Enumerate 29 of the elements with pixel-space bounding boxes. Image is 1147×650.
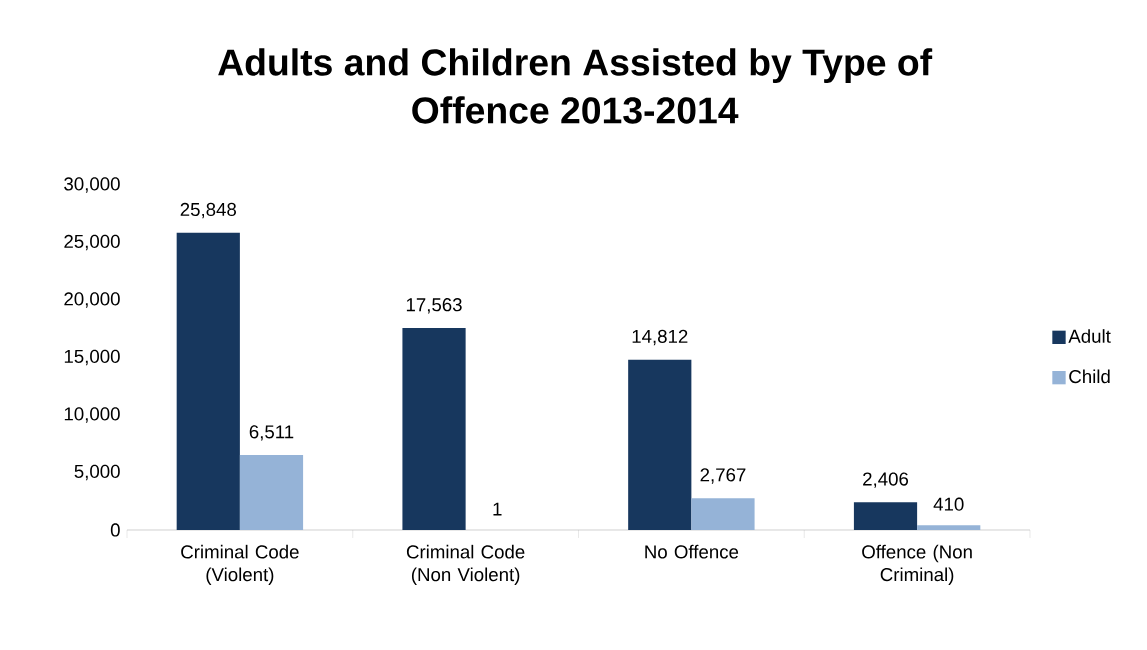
bar <box>917 525 981 530</box>
y-tick-label: 10,000 <box>64 407 120 423</box>
y-tick-label: 0 <box>110 523 120 537</box>
legend-label: Child <box>1069 369 1110 384</box>
x-tick-label: Criminal Code (Non Violent) <box>406 544 525 585</box>
data-label: 2,406 <box>863 472 909 488</box>
bar <box>176 232 240 530</box>
x-tick-label: No Offence <box>645 544 739 559</box>
x-tick-label: Offence (Non Criminal) <box>862 544 972 585</box>
bar <box>628 359 692 530</box>
bar <box>691 498 755 530</box>
data-label: 14,812 <box>632 329 688 346</box>
legend-label: Adult <box>1068 329 1111 343</box>
data-label: 410 <box>933 497 964 511</box>
x-tick-label: Criminal Code (Violent) <box>181 544 299 585</box>
y-tick-label: 30,000 <box>64 177 120 193</box>
y-tick-label: 20,000 <box>64 292 120 308</box>
y-tick-label: 15,000 <box>64 349 120 366</box>
bar <box>239 455 304 530</box>
bar <box>402 328 466 530</box>
data-label: 17,563 <box>406 298 462 314</box>
y-tick-label: 5,000 <box>74 464 120 481</box>
data-label: 25,848 <box>180 202 237 219</box>
y-tick-label: 25,000 <box>64 234 120 251</box>
data-label: 2,767 <box>700 468 746 484</box>
chart-title: Adults and Children Assisted by Type of Offence 2013-2014 <box>218 48 933 124</box>
data-label: 6,511 <box>249 425 294 441</box>
data-label: 1 <box>493 502 502 516</box>
bar <box>853 502 918 530</box>
